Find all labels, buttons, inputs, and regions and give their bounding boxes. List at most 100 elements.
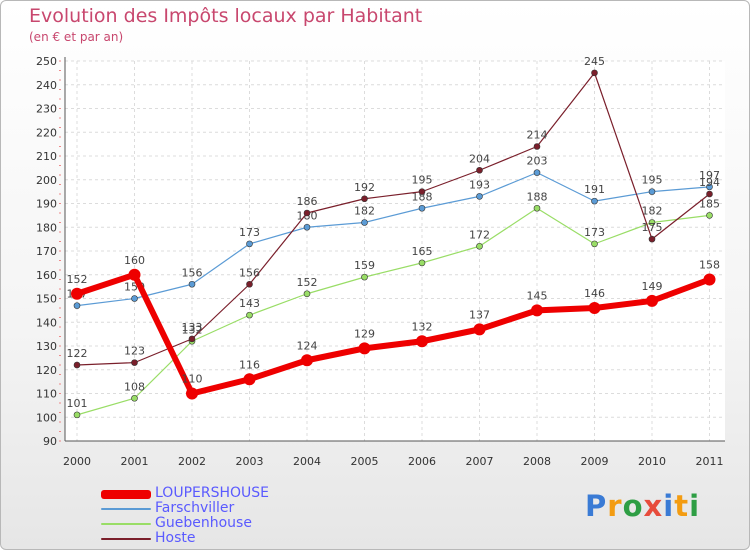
data-point — [533, 204, 541, 212]
data-label: 149 — [642, 280, 663, 293]
data-label: 188 — [412, 190, 433, 203]
data-point — [301, 354, 313, 367]
x-tick-label: 2010 — [638, 455, 666, 468]
data-label: 158 — [699, 259, 720, 272]
logo-letter: x — [643, 489, 664, 523]
logo-letter: i — [663, 489, 675, 523]
data-point — [418, 259, 426, 267]
data-label: 122 — [67, 347, 88, 360]
data-label: 191 — [584, 183, 605, 196]
data-point — [73, 361, 81, 369]
y-tick-label: 210 — [36, 150, 57, 163]
data-label: 110 — [182, 373, 203, 386]
data-label: 132 — [182, 323, 203, 336]
logo-letter: t — [674, 489, 690, 523]
y-tick-label: 230 — [36, 103, 57, 116]
x-tick-label: 2009 — [581, 455, 609, 468]
y-tick-label: 140 — [36, 316, 57, 329]
data-label: 156 — [182, 266, 203, 279]
data-label: 173 — [584, 226, 605, 239]
data-label: 146 — [584, 287, 605, 300]
legend-label: LOUPERSHOUSE — [155, 485, 269, 501]
data-label: 186 — [297, 195, 318, 208]
series-line-guebenhouse — [76, 207, 711, 416]
data-label: 214 — [527, 129, 548, 142]
legend-swatch — [101, 538, 151, 540]
y-tick-label: 200 — [36, 174, 57, 187]
data-label: 175 — [642, 221, 663, 234]
data-label: 124 — [297, 339, 318, 352]
data-point — [476, 242, 483, 250]
data-point — [246, 280, 253, 288]
data-label: 195 — [412, 174, 433, 187]
data-label: 116 — [239, 358, 260, 371]
data-label: 152 — [297, 276, 318, 289]
series-line-hoste — [76, 72, 711, 366]
data-label: 132 — [412, 320, 433, 333]
data-point — [361, 195, 368, 203]
data-point — [591, 197, 598, 205]
logo-letter: P — [585, 489, 608, 523]
data-point — [706, 183, 713, 191]
y-tick-label: 90 — [43, 435, 57, 448]
data-point — [646, 294, 658, 307]
data-point — [703, 273, 716, 286]
data-point — [71, 287, 83, 300]
data-point — [591, 240, 598, 248]
x-tick-label: 2008 — [523, 455, 551, 468]
data-label: 152 — [67, 273, 88, 286]
y-tick-label: 250 — [36, 55, 57, 68]
data-point — [531, 304, 543, 317]
y-tick-label: 240 — [36, 79, 57, 92]
data-label: 182 — [642, 205, 663, 218]
data-label: 172 — [469, 228, 490, 241]
legend-swatch — [101, 523, 151, 525]
x-tick-label: 2001 — [121, 455, 149, 468]
logo-letter: r — [607, 489, 623, 523]
x-tick-label: 2000 — [63, 455, 91, 468]
data-point — [706, 190, 713, 198]
data-point — [243, 373, 256, 386]
data-label: 101 — [67, 397, 88, 410]
data-point — [418, 204, 426, 212]
data-point — [303, 223, 311, 231]
data-point — [73, 411, 81, 419]
y-tick-label: 170 — [36, 245, 57, 258]
data-point — [188, 280, 196, 288]
data-point — [476, 193, 483, 200]
data-point — [128, 268, 141, 281]
series-line-loupershouse — [74, 271, 713, 397]
data-point — [361, 273, 368, 281]
legend-label: Hoste — [155, 530, 196, 546]
data-point — [706, 212, 713, 219]
y-tick-label: 190 — [36, 198, 57, 211]
data-point — [648, 235, 656, 243]
x-tick-label: 2007 — [466, 455, 494, 468]
data-label: 195 — [642, 174, 663, 187]
y-tick-label: 180 — [36, 221, 57, 234]
data-label: 165 — [412, 245, 433, 258]
y-tick-label: 160 — [36, 269, 57, 282]
legend-label: Farschviller — [155, 500, 235, 516]
data-label: 192 — [354, 181, 375, 194]
data-label: 145 — [527, 289, 548, 302]
data-label: 197 — [699, 169, 720, 182]
y-tick-label: 100 — [36, 411, 57, 424]
data-point — [533, 169, 541, 176]
data-label: 173 — [239, 226, 260, 239]
data-label: 188 — [527, 190, 548, 203]
data-label: 123 — [124, 345, 145, 358]
data-point — [73, 302, 81, 309]
data-label: 143 — [239, 297, 260, 310]
data-point — [361, 219, 368, 226]
x-tick-label: 2005 — [351, 455, 379, 468]
data-label: 182 — [354, 205, 375, 218]
data-label: 156 — [239, 266, 260, 279]
data-point — [473, 323, 486, 336]
data-point — [246, 240, 253, 248]
data-label: 185 — [699, 197, 720, 210]
data-label: 193 — [469, 178, 490, 191]
data-point — [131, 295, 138, 302]
